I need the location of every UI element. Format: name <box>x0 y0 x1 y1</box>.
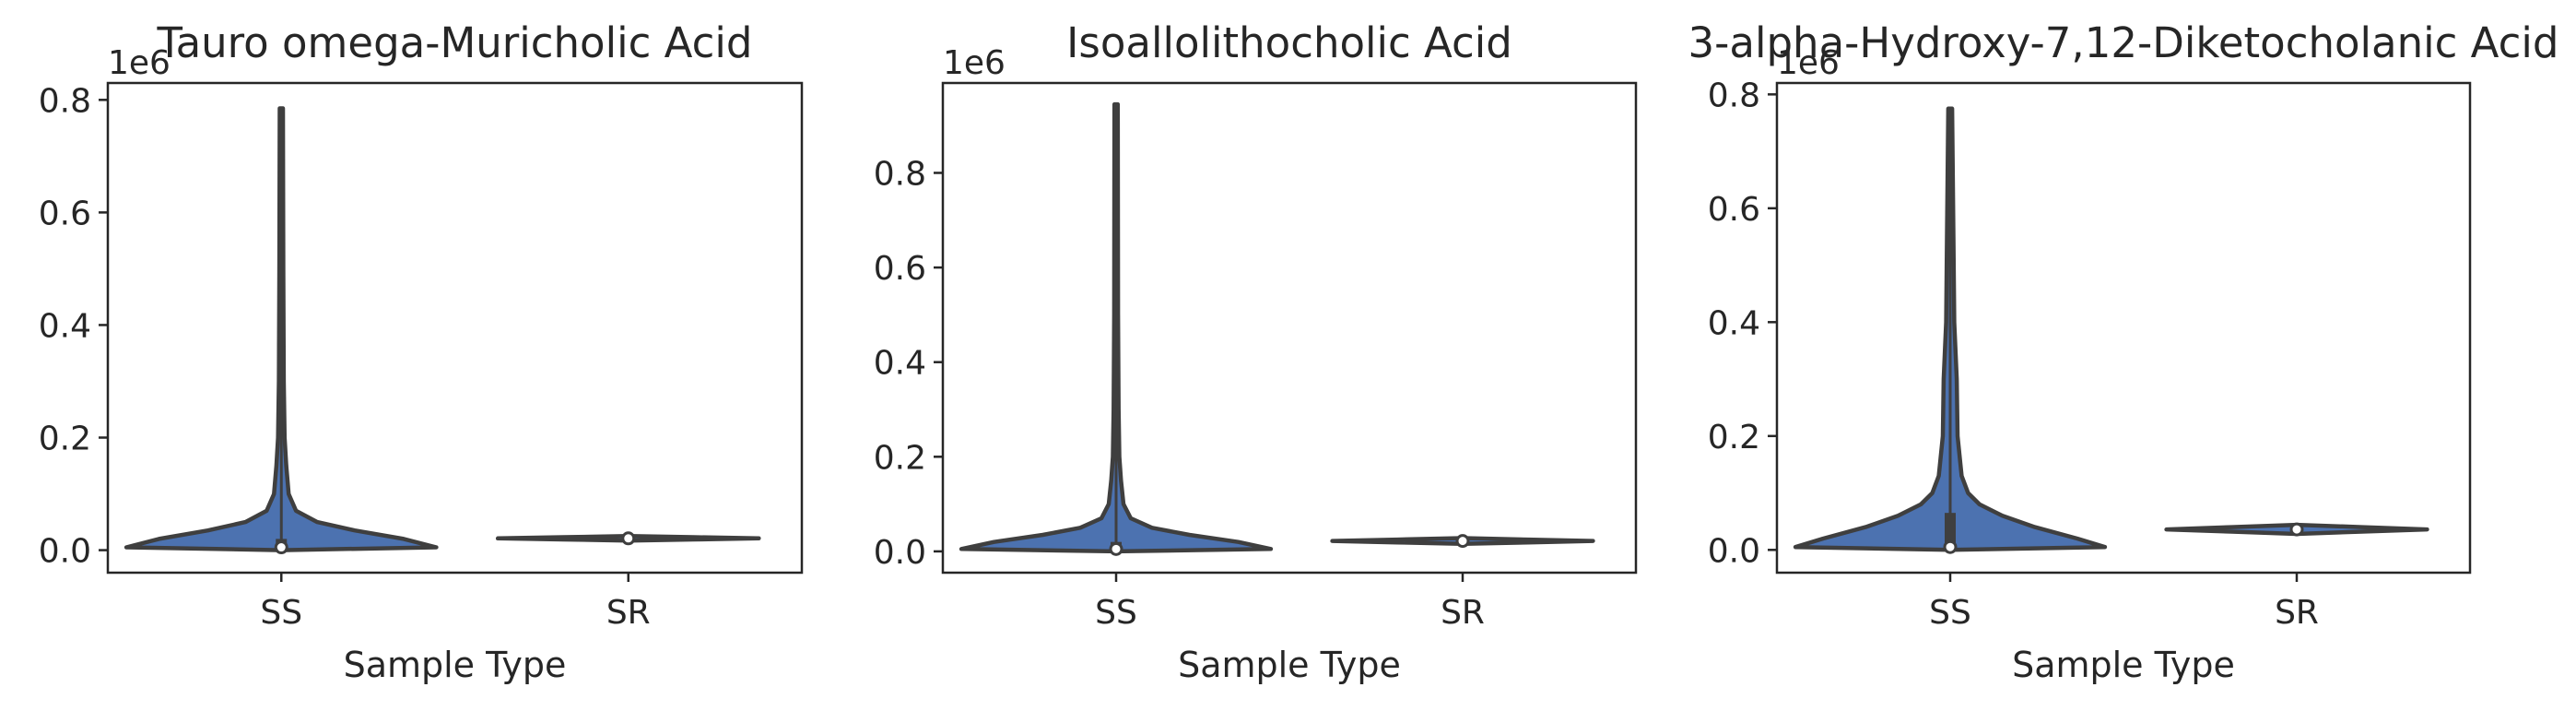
chart-title: 3-alpha-Hydroxy-7,12-Diketocholanic Acid <box>1688 18 2559 67</box>
x-tick-label: SR <box>1441 594 1485 632</box>
x-tick-label: SR <box>2275 594 2319 632</box>
y-tick-label: 0.0 <box>874 534 926 572</box>
y-tick-label: 0.6 <box>874 250 926 288</box>
x-tick-label: SR <box>606 594 651 632</box>
x-axis-label: Sample Type <box>2012 645 2235 685</box>
y-tick-label: 0.2 <box>1708 419 1760 456</box>
violin-median-ss <box>1109 541 1123 556</box>
x-tick-label: SS <box>1929 594 1971 632</box>
y-tick-label: 0.6 <box>39 195 91 232</box>
x-tick-label: SS <box>1095 594 1137 632</box>
violin-iqr-ss <box>1945 513 1956 551</box>
chart-title: Tauro omega-Muricholic Acid <box>157 18 753 67</box>
chart-panel-1 <box>99 81 804 582</box>
chart-panel-3 <box>1768 81 2472 582</box>
y-tick-label: 0.4 <box>1708 304 1760 342</box>
axes-frame <box>1775 81 2472 575</box>
chart-panel-2 <box>934 81 1638 582</box>
y-offset-label: 1e6 <box>943 44 1006 82</box>
y-tick-label: 0.8 <box>39 82 91 120</box>
y-tick-label: 0.2 <box>874 439 926 477</box>
y-tick-label: 0.4 <box>874 345 926 383</box>
y-tick-label: 0.6 <box>1708 191 1760 229</box>
y-tick-label: 0.0 <box>1708 532 1760 570</box>
y-offset-label: 1e6 <box>1777 44 1840 82</box>
violin-median-ss <box>1943 539 1958 554</box>
y-tick-label: 0.2 <box>39 421 91 458</box>
violin-median-sr <box>621 531 636 546</box>
y-tick-label: 0.4 <box>39 307 91 345</box>
y-tick-label: 0.0 <box>39 533 91 571</box>
violin-median-ss <box>274 540 288 555</box>
axes-frame <box>941 81 1638 575</box>
y-tick-label: 0.8 <box>1708 77 1760 114</box>
violin-median-sr <box>2289 522 2304 537</box>
x-axis-label: Sample Type <box>344 645 567 685</box>
y-tick-label: 0.8 <box>874 155 926 193</box>
x-tick-label: SS <box>260 594 302 632</box>
axes-frame <box>106 81 804 575</box>
x-axis-label: Sample Type <box>1178 645 1401 685</box>
chart-title: Isoallolithocholic Acid <box>1066 18 1512 67</box>
y-offset-label: 1e6 <box>108 44 171 82</box>
violin-median-sr <box>1455 534 1470 549</box>
